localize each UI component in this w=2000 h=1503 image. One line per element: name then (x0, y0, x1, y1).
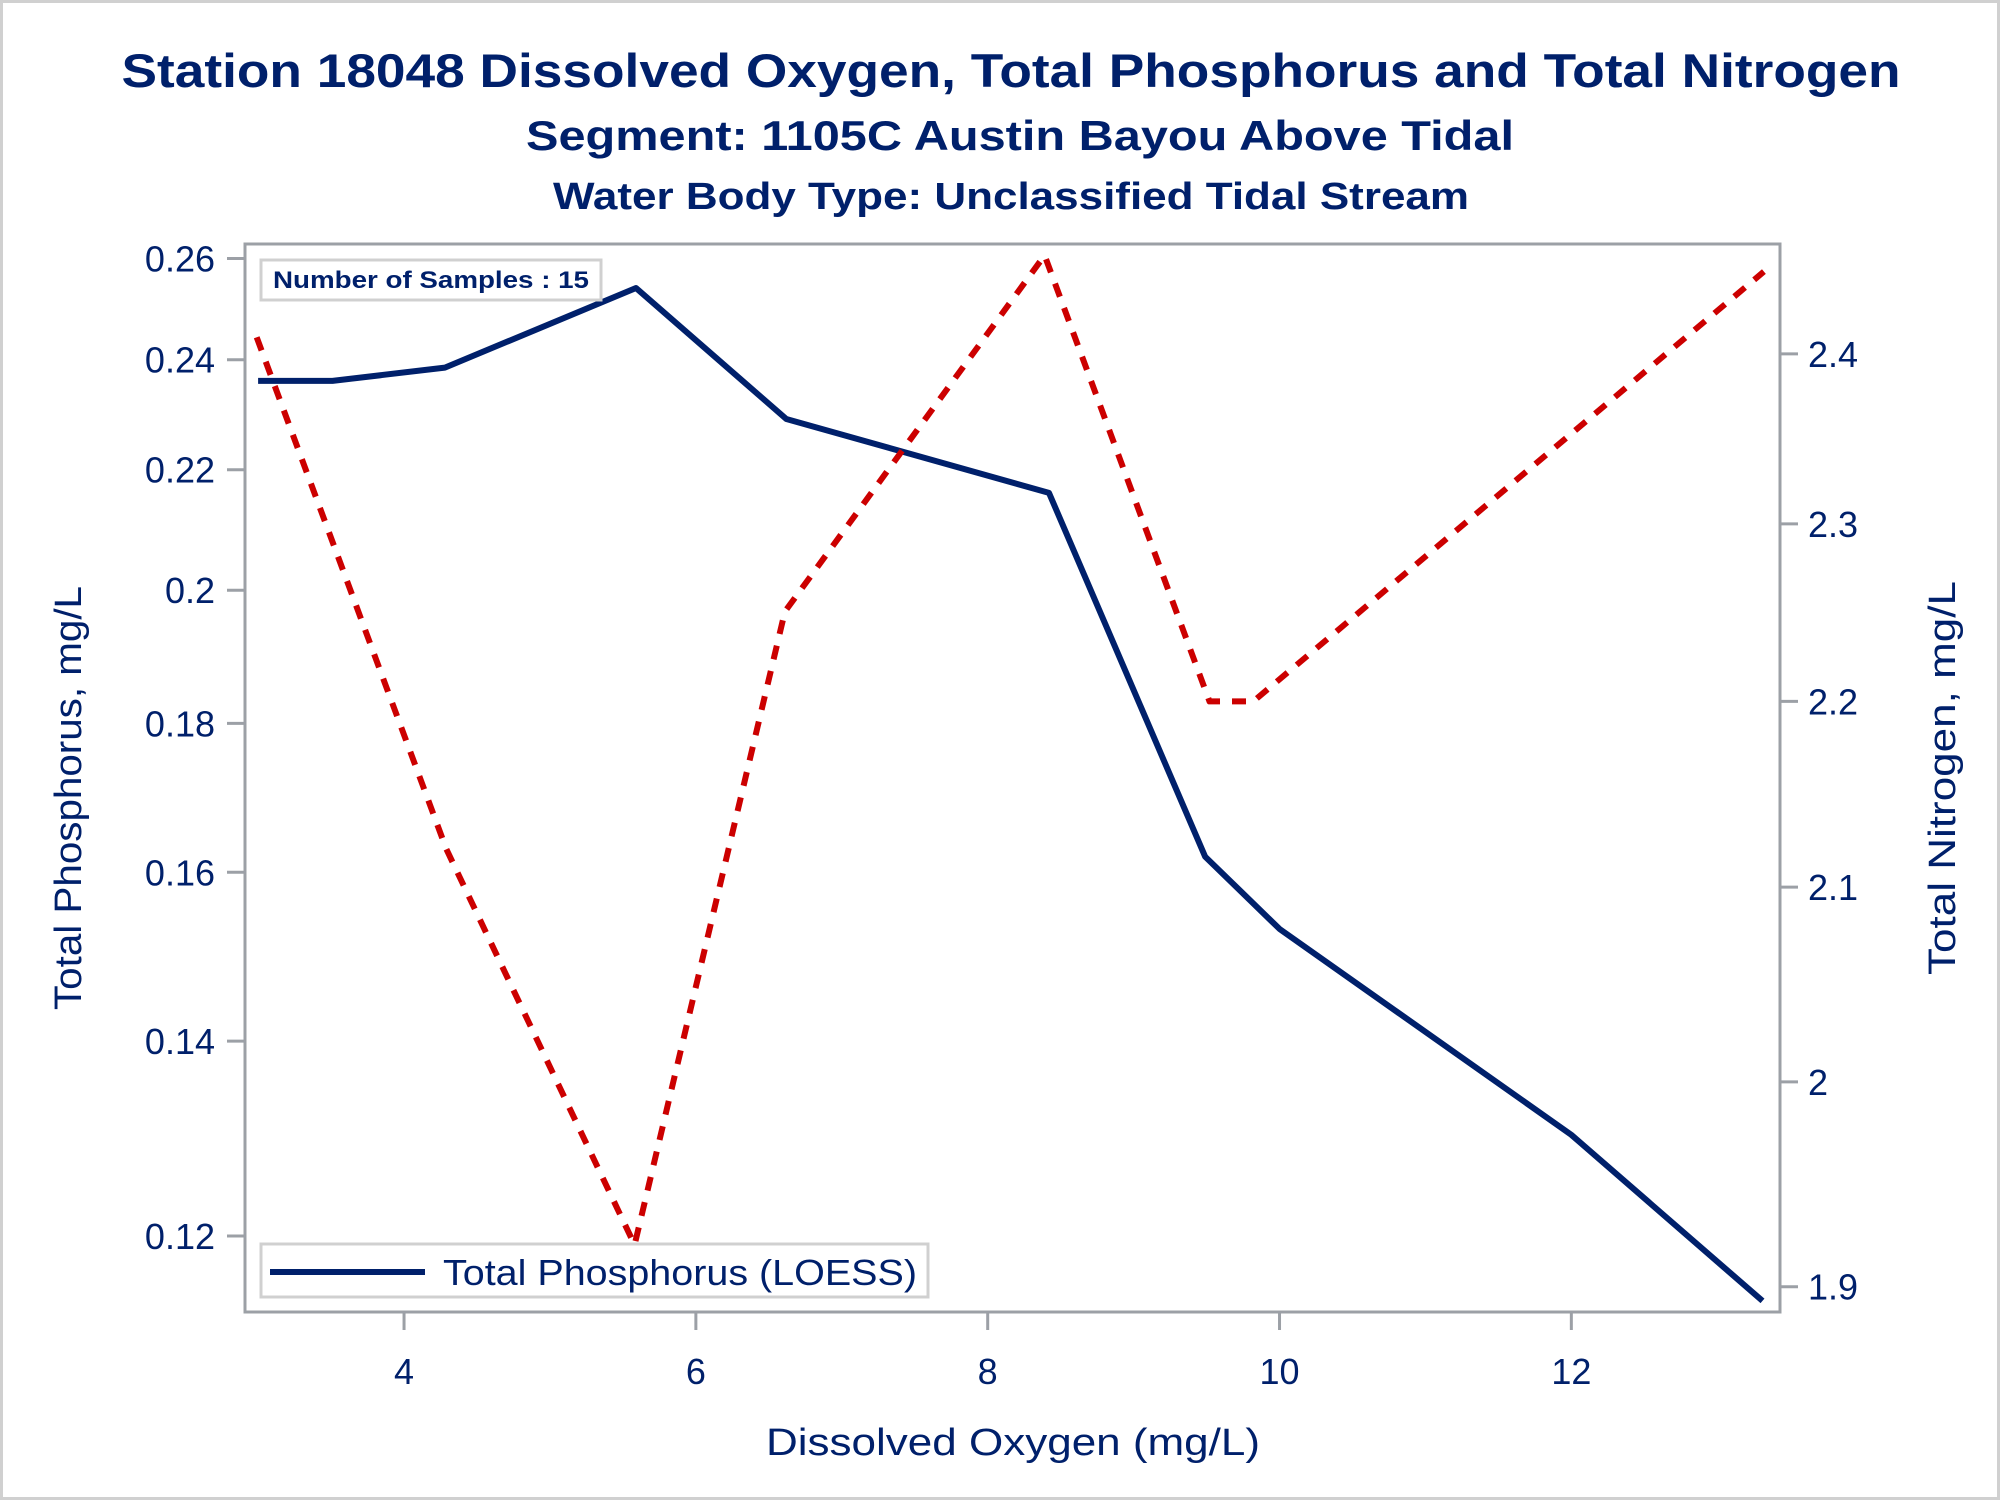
y-tick-label: 0.24 (145, 340, 215, 381)
x-tick-label: 10 (1259, 1351, 1299, 1392)
chart-subtitle-2: Water Body Type: Unclassified Tidal Stre… (553, 176, 1469, 218)
chart-svg: Station 18048 Dissolved Oxygen, Total Ph… (3, 3, 2000, 1503)
y-axis-right: 1.9 2 2.1 2.2 2.3 2.4 (1780, 334, 1858, 1308)
x-tick-label: 6 (686, 1351, 706, 1392)
y-axis-left-label: Total Phosphorus, mg/L (48, 586, 90, 1010)
sample-count-label: Number of Samples : 15 (273, 267, 589, 294)
x-axis-label: Dissolved Oxygen (mg/L) (766, 1422, 1260, 1464)
y-tick-label: 0.12 (145, 1216, 215, 1257)
x-tick-label: 8 (978, 1351, 998, 1392)
series-layer (257, 255, 1764, 1301)
y2-tick-label: 2.3 (1808, 504, 1858, 545)
x-axis: 4 6 8 10 12 (394, 1312, 1591, 1392)
series-line-total-phosphorus-loess (258, 288, 1762, 1301)
x-tick-label: 4 (394, 1351, 414, 1392)
y-tick-label: 0.26 (145, 239, 215, 280)
plot-frame (245, 244, 1780, 1312)
y-tick-label: 0.14 (145, 1021, 215, 1062)
y2-tick-label: 2 (1808, 1062, 1828, 1103)
y2-tick-label: 2.4 (1808, 334, 1858, 375)
y2-tick-label: 2.2 (1808, 681, 1858, 722)
y-tick-label: 0.22 (145, 450, 215, 491)
chart-subtitle: Segment: 1105C Austin Bayou Above Tidal (526, 112, 1514, 159)
y-axis-right-label: Total Nitrogen, mg/L (1922, 581, 1964, 975)
y2-tick-label: 1.9 (1808, 1267, 1858, 1308)
x-tick-label: 12 (1551, 1351, 1591, 1392)
y-axis-left: 0.12 0.14 0.16 0.18 0.2 0.22 0.24 0.26 (145, 239, 245, 1258)
y2-tick-label: 2.1 (1808, 867, 1858, 908)
chart-title: Station 18048 Dissolved Oxygen, Total Ph… (122, 44, 1901, 97)
y-tick-label: 0.18 (145, 703, 215, 744)
y-tick-label: 0.16 (145, 852, 215, 893)
legend-label-total-phosphorus: Total Phosphorus (LOESS) (443, 1252, 917, 1293)
series-line-total-nitrogen (257, 255, 1764, 1245)
y-tick-label: 0.2 (165, 570, 215, 611)
legend: Total Phosphorus (LOESS) (261, 1244, 928, 1297)
sample-count-box: Number of Samples : 15 (261, 260, 601, 300)
